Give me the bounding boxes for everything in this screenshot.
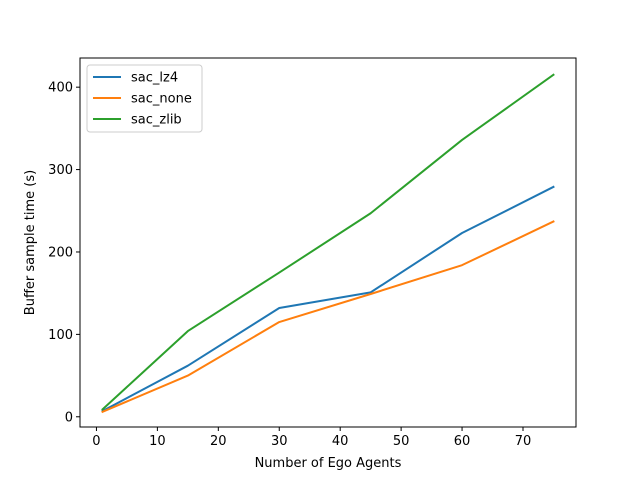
series-line-sac-lz4 — [101, 185, 555, 413]
y-axis-label: Buffer sample time (s) — [23, 170, 38, 315]
x-axis: 0 10 20 30 40 50 60 70 — [92, 427, 531, 449]
x-tick-label: 50 — [393, 434, 410, 449]
series-line-sac-none — [101, 220, 555, 414]
y-tick-label: 100 — [48, 328, 73, 343]
x-tick-label: 70 — [515, 434, 532, 449]
series-layer — [101, 73, 555, 414]
x-tick-label: 30 — [271, 434, 288, 449]
x-tick-label: 10 — [149, 434, 166, 449]
y-tick-label: 0 — [65, 410, 73, 425]
legend-box — [86, 64, 203, 133]
legend: sac_lz4 sac_none sac_zlib — [86, 64, 203, 133]
x-axis-label: Number of Ego Agents — [255, 456, 402, 471]
legend-label-sac-zlib: sac_zlib — [131, 113, 182, 128]
x-tick-label: 0 — [92, 434, 100, 449]
y-tick-label: 200 — [48, 245, 73, 260]
x-tick-label: 60 — [454, 434, 471, 449]
plot-frame — [79, 57, 577, 428]
y-axis: 0 100 200 300 400 — [48, 81, 80, 425]
x-tick-label: 40 — [332, 434, 349, 449]
legend-label-sac-none: sac_none — [131, 92, 192, 107]
y-tick-label: 400 — [48, 81, 73, 96]
x-tick-label: 20 — [210, 434, 227, 449]
series-line-sac-zlib — [101, 73, 555, 411]
y-tick-label: 300 — [48, 163, 73, 178]
legend-label-sac-lz4: sac_lz4 — [131, 71, 178, 86]
